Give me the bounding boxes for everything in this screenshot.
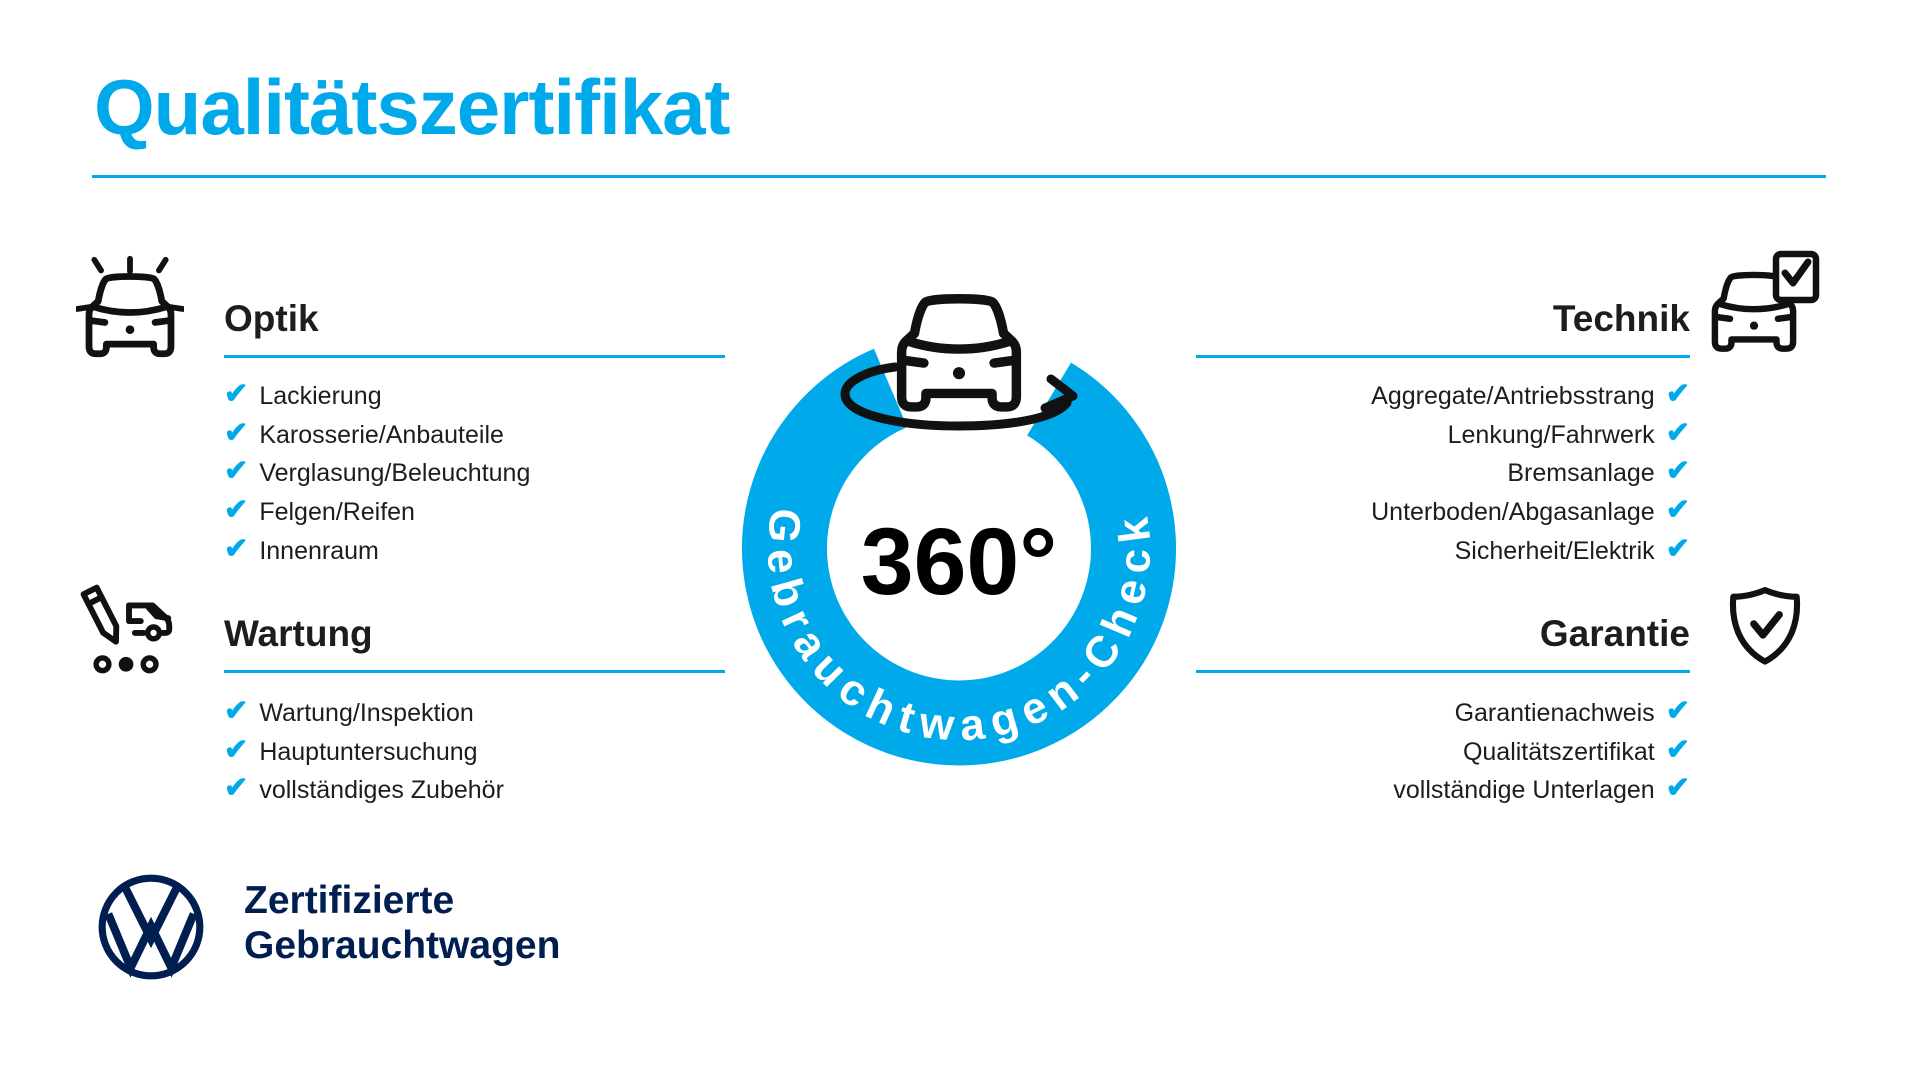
checklist-label: Qualitätszertifikat bbox=[1462, 737, 1655, 766]
checklist-label: Unterboden/Abgasanlage bbox=[1371, 497, 1655, 526]
checklist-item: ✔ Wartung/Inspektion bbox=[224, 694, 504, 733]
section-heading-technik: Technik bbox=[1552, 298, 1690, 339]
checklist-label: Aggregate/Antriebsstrang bbox=[1371, 381, 1655, 410]
check-icon: ✔ bbox=[224, 532, 249, 565]
360-check-ring: Gebrauchtwagen-Check 360° bbox=[742, 269, 1176, 766]
checklist-item: Aggregate/Antriebsstrang ✔ bbox=[1371, 377, 1690, 416]
ring-arc bbox=[742, 348, 1176, 766]
checklist-label: Wartung/Inspektion bbox=[259, 698, 474, 727]
wartung-checklist: ✔ Wartung/Inspektion ✔ Hauptuntersuchung ✔… bbox=[224, 694, 504, 810]
section-heading-wartung: Wartung bbox=[224, 613, 373, 654]
check-icon: ✔ bbox=[224, 694, 249, 727]
checklist-label: Garantienachweis bbox=[1454, 698, 1655, 727]
car-checklist-icon bbox=[1710, 250, 1820, 364]
optik-checklist: ✔ Lackierung ✔ Karosserie/Anbauteile ✔ Verg… bbox=[224, 377, 530, 570]
garantie-checklist: Garantienachweis ✔ Qualitätszertifikat ✔ v… bbox=[1393, 694, 1690, 810]
check-icon: ✔ bbox=[1665, 532, 1690, 565]
checklist-label: vollständige Unterlagen bbox=[1393, 776, 1655, 805]
checklist-item: Bremsanlage ✔ bbox=[1371, 454, 1690, 493]
checklist-item: ✔ vollständiges Zubehör bbox=[224, 771, 504, 810]
section-heading-garantie: Garantie bbox=[1539, 613, 1690, 654]
technik-checklist: Aggregate/Antriebsstrang ✔ Lenkung/Fahrwe… bbox=[1371, 377, 1690, 570]
vw-logo bbox=[98, 874, 204, 980]
check-icon: ✔ bbox=[1665, 493, 1690, 526]
checklist-label: Verglasung/Beleuchtung bbox=[259, 459, 531, 488]
section-divider-technik bbox=[1196, 355, 1690, 358]
checklist-label: Lenkung/Fahrwerk bbox=[1447, 420, 1655, 449]
checklist-label: Felgen/Reifen bbox=[259, 497, 415, 526]
check-icon: ✔ bbox=[224, 772, 249, 805]
brand-line2: Gebrauchtwagen bbox=[244, 924, 561, 967]
page-title: Qualitätszertifikat bbox=[94, 63, 731, 151]
car-shine-icon bbox=[76, 255, 184, 364]
checklist-item: ✔ Verglasung/Beleuchtung bbox=[224, 454, 530, 493]
service-checklist-icon bbox=[80, 584, 173, 674]
checklist-item: ✔ Lackierung bbox=[224, 377, 530, 416]
checklist-label: Lackierung bbox=[259, 381, 382, 410]
checklist-item: Garantienachweis ✔ bbox=[1393, 694, 1690, 733]
section-divider-optik bbox=[224, 355, 725, 358]
title-divider bbox=[92, 175, 1826, 178]
checklist-label: Innenraum bbox=[259, 536, 379, 565]
section-heading-optik: Optik bbox=[224, 298, 319, 339]
checklist-item: Lenkung/Fahrwerk ✔ bbox=[1371, 416, 1690, 455]
car-rotation-icon bbox=[840, 299, 1078, 431]
checklist-label: vollständiges Zubehör bbox=[259, 776, 504, 805]
check-icon: ✔ bbox=[1665, 772, 1690, 805]
check-icon: ✔ bbox=[1665, 733, 1690, 766]
section-divider-wartung bbox=[224, 670, 725, 673]
brand-claim: Zertifizierte Gebrauchtwagen bbox=[244, 878, 560, 968]
check-icon: ✔ bbox=[1665, 377, 1690, 410]
checklist-item: ✔ Felgen/Reifen bbox=[224, 493, 530, 532]
check-icon: ✔ bbox=[224, 733, 249, 766]
check-icon: ✔ bbox=[224, 493, 249, 526]
check-icon: ✔ bbox=[1665, 694, 1690, 727]
brand-line1: Zertifizierte bbox=[244, 879, 455, 922]
checklist-label: Karosserie/Anbauteile bbox=[259, 420, 504, 449]
checklist-item: Qualitätszertifikat ✔ bbox=[1393, 733, 1690, 772]
check-icon: ✔ bbox=[224, 455, 249, 488]
checklist-label: Bremsanlage bbox=[1507, 459, 1655, 488]
checklist-item: ✔ Karosserie/Anbauteile bbox=[224, 416, 530, 455]
shield-check-icon bbox=[1729, 587, 1801, 665]
checklist-item: vollständige Unterlagen ✔ bbox=[1393, 771, 1690, 810]
check-icon: ✔ bbox=[224, 377, 249, 410]
checklist-item: Sicherheit/Elektrik ✔ bbox=[1371, 532, 1690, 571]
checklist-label: Sicherheit/Elektrik bbox=[1454, 536, 1655, 565]
checklist-item: Unterboden/Abgasanlage ✔ bbox=[1371, 493, 1690, 532]
degree-label: 360° bbox=[861, 509, 1058, 615]
check-icon: ✔ bbox=[1665, 455, 1690, 488]
check-icon: ✔ bbox=[1665, 416, 1690, 449]
checklist-label: Hauptuntersuchung bbox=[259, 737, 478, 766]
checklist-item: ✔ Innenraum bbox=[224, 532, 530, 571]
checklist-item: ✔ Hauptuntersuchung bbox=[224, 733, 504, 772]
section-divider-garantie bbox=[1196, 670, 1690, 673]
check-icon: ✔ bbox=[224, 416, 249, 449]
